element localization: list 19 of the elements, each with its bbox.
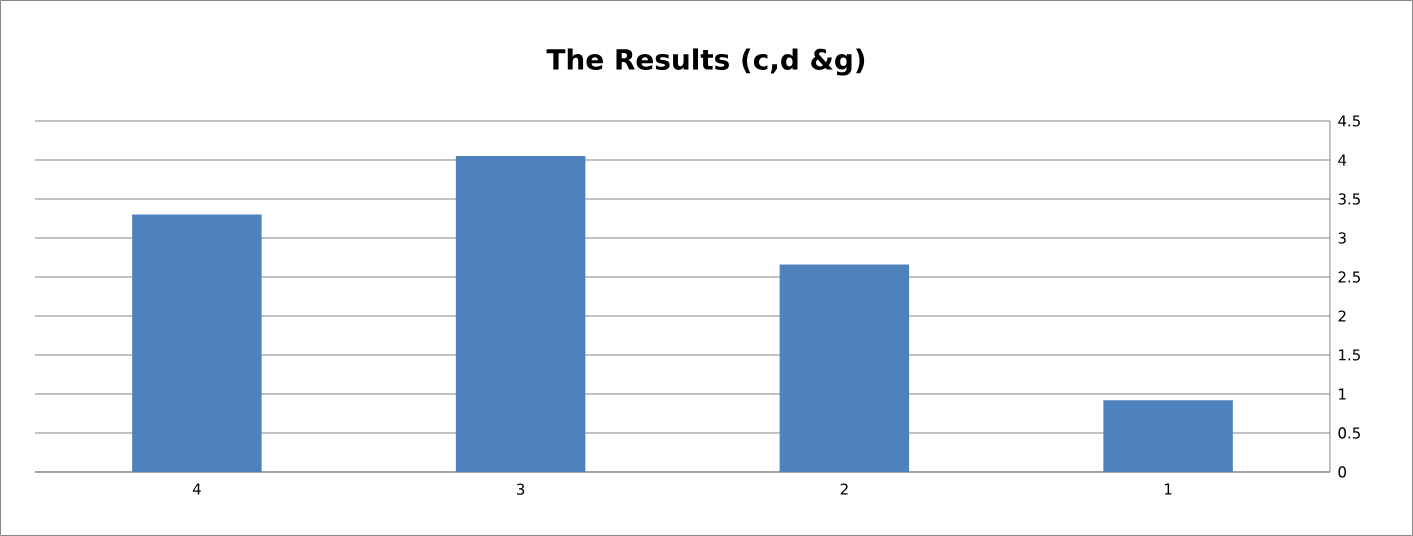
bar [455,156,586,472]
y-tick-label: 3 [1338,232,1346,244]
y-tick-label: 1.5 [1339,349,1360,361]
bar [1103,400,1233,472]
chart-title: The Results (c,d &g) [546,48,865,76]
x-tick-label: 2 [840,483,848,495]
y-tick-label: 2 [1338,310,1346,322]
y-tick-label: 2.5 [1338,271,1360,283]
x-tick-label: 4 [192,483,201,495]
y-tick-label: 0 [1338,466,1346,478]
y-tick-label: 1 [1339,388,1346,400]
y-tick-label: 0.5 [1338,427,1360,439]
y-tick-label: 4 [1338,154,1347,166]
x-tick-label: 1 [1164,483,1172,495]
bar [132,214,262,472]
y-tick-label: 4.5 [1338,115,1360,127]
x-tick-label: 3 [517,483,525,495]
y-tick-label: 3.5 [1338,193,1360,205]
bar [779,264,910,472]
